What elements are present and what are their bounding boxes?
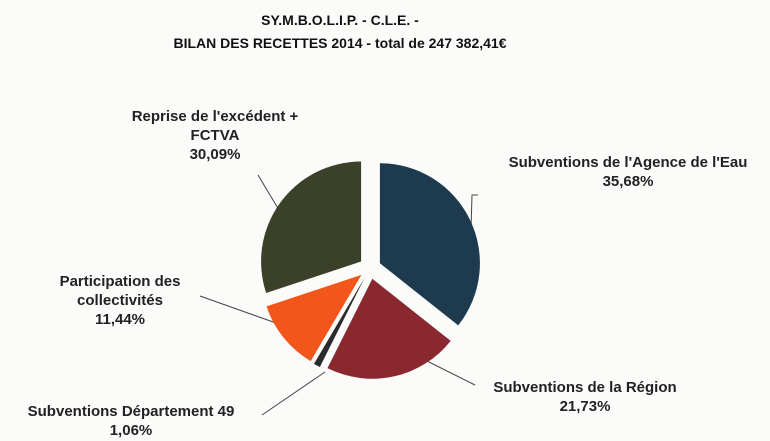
slice-label: Participation des collectivités 11,44% xyxy=(40,272,200,329)
slice-label: Subventions de l'Agence de l'Eau 35,68% xyxy=(478,153,770,191)
category-label: Reprise de l'excédent + FCTVA xyxy=(131,108,299,144)
category-label: Subventions Département 49 xyxy=(27,403,235,420)
slice-label: Reprise de l'excédent + FCTVA 30,09% xyxy=(120,107,310,164)
value-label: 30,09% xyxy=(189,146,241,163)
pie-slice xyxy=(379,163,480,326)
chart-subtitle: BILAN DES RECETTES 2014 - total de 247 3… xyxy=(173,35,507,51)
leader-line xyxy=(261,371,326,416)
category-label: Participation des collectivités xyxy=(59,273,181,309)
pie-slice xyxy=(313,277,365,368)
value-label: 11,44% xyxy=(94,311,146,328)
slice-label: Subventions Département 49 1,06% xyxy=(0,402,262,440)
pie-slice xyxy=(327,278,451,379)
pie-slice xyxy=(266,274,362,362)
pie-slice xyxy=(261,161,362,293)
slice-label: Subventions de la Région 21,73% xyxy=(460,378,710,416)
chart-title: SY.M.B.O.L.I.P. - C.L.E. - xyxy=(261,12,419,28)
pie xyxy=(261,161,480,379)
category-label: Subventions de l'Agence de l'Eau xyxy=(508,154,748,171)
category-label: Subventions de la Région xyxy=(493,379,677,396)
value-label: 21,73% xyxy=(559,398,611,415)
value-label: 35,68% xyxy=(602,173,654,190)
value-label: 1,06% xyxy=(109,422,153,439)
